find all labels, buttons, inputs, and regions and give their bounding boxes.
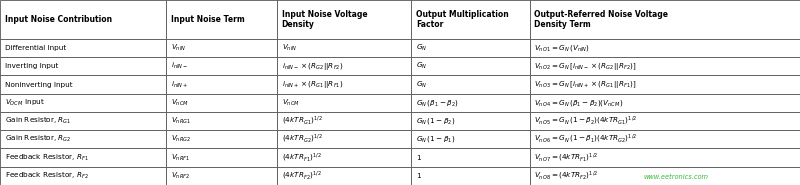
Bar (411, 0, 530, 39)
Bar (166, 75, 277, 94)
Bar (0, 39, 166, 57)
Text: $G_N$: $G_N$ (416, 43, 427, 53)
Bar (166, 112, 277, 130)
Text: www.eetronics.com: www.eetronics.com (643, 174, 708, 180)
Bar (277, 148, 411, 167)
Bar (530, 57, 800, 75)
Bar (530, 75, 800, 94)
Text: $(4kTR_{F1})^{1/2}$: $(4kTR_{F1})^{1/2}$ (282, 152, 322, 164)
Bar (166, 94, 277, 112)
Text: $V_{nRF1}$: $V_{nRF1}$ (171, 152, 190, 163)
Text: Input Noise Term: Input Noise Term (171, 15, 245, 24)
Text: $G_N\,(1 - \beta_1)$: $G_N\,(1 - \beta_1)$ (416, 134, 455, 144)
Text: $V_{nIN}$: $V_{nIN}$ (282, 43, 297, 53)
Text: $i_{nIN+}$: $i_{nIN+}$ (171, 79, 189, 90)
Text: $V_{nO8} = (4kTR_{F2})^{1/2}$: $V_{nO8} = (4kTR_{F2})^{1/2}$ (534, 170, 598, 182)
Bar (411, 75, 530, 94)
Text: $i_{nIN-}$: $i_{nIN-}$ (171, 61, 188, 71)
Bar (166, 148, 277, 167)
Text: Inverting Input: Inverting Input (5, 63, 58, 69)
Bar (411, 112, 530, 130)
Bar (0, 167, 166, 185)
Text: $(4kTR_{G1})^{1/2}$: $(4kTR_{G1})^{1/2}$ (282, 115, 322, 127)
Text: $V_{nO4} = G_N\,(\beta_1 - \beta_2)(V_{nCM})$: $V_{nO4} = G_N\,(\beta_1 - \beta_2)(V_{n… (534, 98, 624, 108)
Text: Output Multiplication
Factor: Output Multiplication Factor (416, 10, 509, 29)
Text: Differential Input: Differential Input (5, 45, 66, 51)
Bar (0, 94, 166, 112)
Bar (0, 75, 166, 94)
Bar (0, 57, 166, 75)
Text: Output-Referred Noise Voltage
Density Term: Output-Referred Noise Voltage Density Te… (534, 10, 669, 29)
Bar (277, 57, 411, 75)
Bar (166, 0, 277, 39)
Bar (166, 39, 277, 57)
Text: $V_{nRF2}$: $V_{nRF2}$ (171, 171, 190, 181)
Bar (411, 39, 530, 57)
Text: Input Noise Contribution: Input Noise Contribution (5, 15, 112, 24)
Text: $V_{OCM}$ Input: $V_{OCM}$ Input (5, 98, 45, 108)
Text: Input Noise Voltage
Density: Input Noise Voltage Density (282, 10, 367, 29)
Bar (411, 130, 530, 148)
Text: Gain Resistor, $R_{G1}$: Gain Resistor, $R_{G1}$ (5, 116, 71, 126)
Text: $(4kTR_{G2})^{1/2}$: $(4kTR_{G2})^{1/2}$ (282, 133, 322, 145)
Text: $i_{nIN+} \times (R_{G1}||R_{F1})$: $i_{nIN+} \times (R_{G1}||R_{F1})$ (282, 79, 343, 90)
Bar (277, 75, 411, 94)
Bar (411, 148, 530, 167)
Text: $G_N$: $G_N$ (416, 61, 427, 71)
Text: $V_{nCM}$: $V_{nCM}$ (282, 98, 299, 108)
Bar (277, 130, 411, 148)
Bar (530, 148, 800, 167)
Bar (277, 0, 411, 39)
Bar (0, 148, 166, 167)
Bar (530, 94, 800, 112)
Bar (530, 167, 800, 185)
Text: $V_{nO3} = G_N\,[i_{nIN+} \times (R_{G1}||R_{F1})]$: $V_{nO3} = G_N\,[i_{nIN+} \times (R_{G1}… (534, 79, 637, 90)
Bar (166, 57, 277, 75)
Text: Feedback Resistor, $R_{F1}$: Feedback Resistor, $R_{F1}$ (5, 152, 89, 163)
Text: $i_{nIN-} \times (R_{G2}||R_{F2})$: $i_{nIN-} \times (R_{G2}||R_{F2})$ (282, 61, 343, 72)
Bar (0, 112, 166, 130)
Bar (277, 167, 411, 185)
Text: $G_N\,(1 - \beta_2)$: $G_N\,(1 - \beta_2)$ (416, 116, 455, 126)
Text: Noninverting Input: Noninverting Input (5, 82, 73, 88)
Bar (411, 167, 530, 185)
Bar (530, 130, 800, 148)
Text: $V_{nRG2}$: $V_{nRG2}$ (171, 134, 191, 144)
Text: $V_{nO1} = G_N\,(V_{nIN})$: $V_{nO1} = G_N\,(V_{nIN})$ (534, 43, 590, 53)
Text: 1: 1 (416, 173, 421, 179)
Text: 1: 1 (416, 155, 421, 161)
Text: $V_{nIN}$: $V_{nIN}$ (171, 43, 186, 53)
Bar (411, 94, 530, 112)
Bar (277, 39, 411, 57)
Text: $V_{nO7} = (4kTR_{F1})^{1/2}$: $V_{nO7} = (4kTR_{F1})^{1/2}$ (534, 152, 598, 164)
Text: $V_{nO5} = G_N\,(1 - \beta_2)(4kTR_{G1})^{1/2}$: $V_{nO5} = G_N\,(1 - \beta_2)(4kTR_{G1})… (534, 115, 638, 127)
Bar (277, 94, 411, 112)
Text: $V_{nCM}$: $V_{nCM}$ (171, 98, 189, 108)
Bar (0, 0, 166, 39)
Bar (411, 57, 530, 75)
Text: Feedback Resistor, $R_{F2}$: Feedback Resistor, $R_{F2}$ (5, 171, 89, 181)
Bar (277, 112, 411, 130)
Bar (530, 0, 800, 39)
Bar (166, 167, 277, 185)
Bar (530, 39, 800, 57)
Text: $(4kTR_{F2})^{1/2}$: $(4kTR_{F2})^{1/2}$ (282, 170, 322, 182)
Text: Gain Resistor, $R_{G2}$: Gain Resistor, $R_{G2}$ (5, 134, 71, 144)
Bar (530, 112, 800, 130)
Bar (0, 130, 166, 148)
Text: $G_N$: $G_N$ (416, 79, 427, 90)
Text: $G_N\,(\beta_1 - \beta_2)$: $G_N\,(\beta_1 - \beta_2)$ (416, 98, 459, 108)
Text: $V_{nO2} = G_N\,[i_{nIN-} \times (R_{G2}||R_{F2})]$: $V_{nO2} = G_N\,[i_{nIN-} \times (R_{G2}… (534, 61, 637, 72)
Bar (166, 130, 277, 148)
Text: $V_{nO6} = G_N\,(1 - \beta_1)(4kTR_{G2})^{1/2}$: $V_{nO6} = G_N\,(1 - \beta_1)(4kTR_{G2})… (534, 133, 638, 145)
Text: $V_{nRG1}$: $V_{nRG1}$ (171, 116, 191, 126)
